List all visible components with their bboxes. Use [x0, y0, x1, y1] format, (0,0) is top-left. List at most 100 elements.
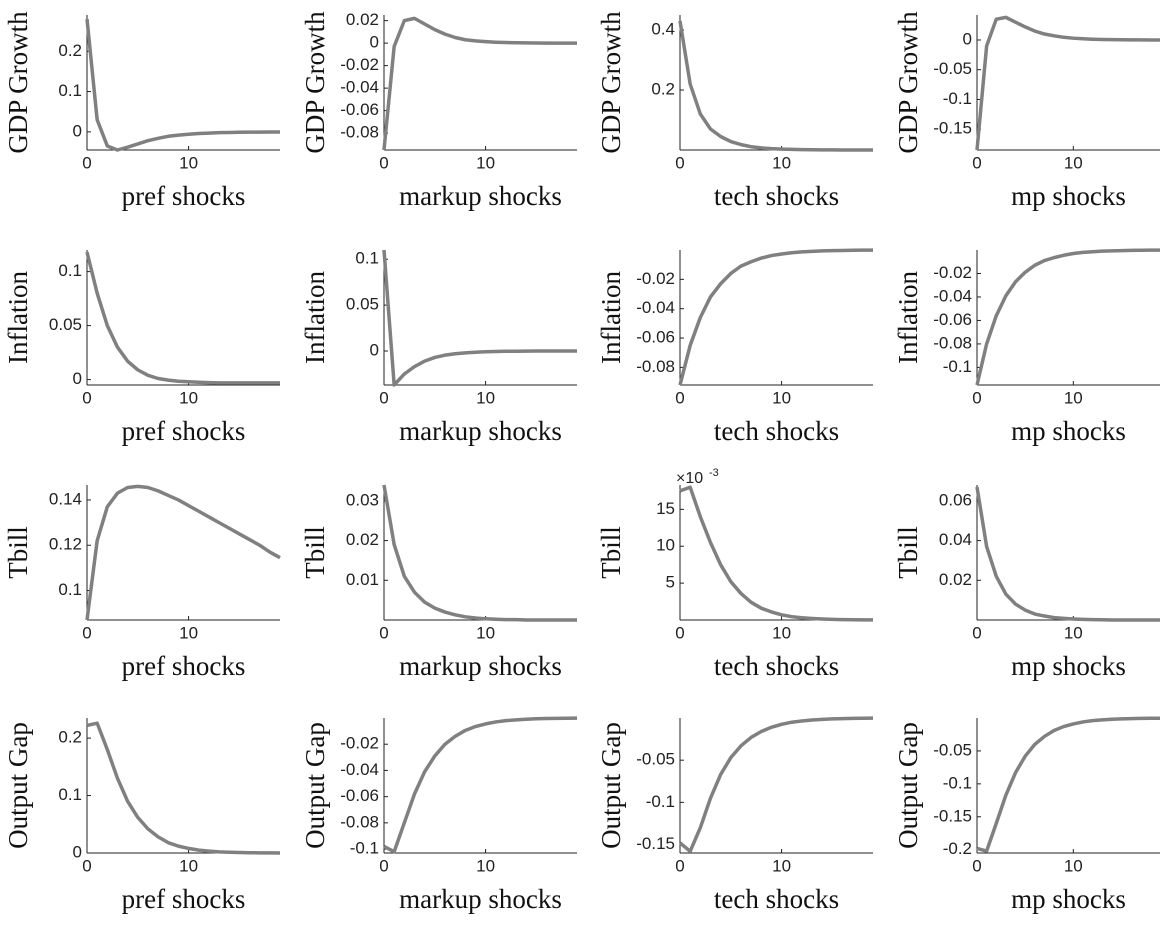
subplot: -0.1 -0.08 -0.06 -0.04 -0.02 0 10 markup shocks… — [300, 716, 578, 914]
x-tick-label: 10 — [1064, 153, 1083, 172]
y-tick-label: -0.04 — [340, 78, 379, 97]
y-tick-label: -0.04 — [636, 298, 675, 317]
subplot: 0.01 0.02 0.03 0 10 markup shocks Tbill — [300, 484, 577, 681]
y-axis-label: Output Gap — [300, 722, 330, 849]
y-tick-label: -0.05 — [636, 750, 675, 769]
y-axis-label: Tbill — [300, 526, 330, 579]
y-tick-label: 0.1 — [58, 81, 82, 100]
subplot: 0 0.05 0.1 0 10 pref shocks Inflation — [3, 250, 280, 446]
x-tick-label: 10 — [179, 856, 198, 875]
x-tick-label: 10 — [476, 388, 495, 407]
x-axis-label: mp shocks — [1011, 651, 1126, 681]
x-tick-label: 0 — [675, 388, 684, 407]
line-series — [382, 16, 577, 151]
x-axis-label: pref shocks — [122, 884, 246, 914]
line-series — [382, 249, 577, 387]
y-axis-label: Inflation — [596, 271, 626, 364]
x-tick-label: 10 — [179, 623, 198, 642]
y-tick-label: -0.06 — [340, 100, 379, 119]
x-tick-label: 10 — [772, 623, 791, 642]
x-tick-label: 10 — [772, 388, 791, 407]
x-tick-label: 0 — [972, 623, 981, 642]
y-axis-label: Tbill — [596, 526, 626, 579]
y-axis-label: Inflation — [893, 271, 923, 364]
x-tick-label: 10 — [179, 153, 198, 172]
line-series — [975, 15, 1160, 151]
y-tick-label: 0.12 — [49, 535, 82, 554]
line-series — [975, 248, 1160, 386]
y-axis-label: Output Gap — [596, 722, 626, 849]
y-tick-label: 5 — [666, 573, 675, 592]
y-tick-label: 0.2 — [58, 728, 82, 747]
x-axis-label: tech shocks — [714, 181, 839, 211]
subplot: 0 0.1 0.2 0 10 pref shocks GDP Growth — [3, 11, 281, 211]
subplot: 5 10 15 0 10 tech shocks Tbill ×10 -3 — [596, 467, 874, 681]
x-axis-label: markup shocks — [399, 416, 562, 446]
line-series — [976, 716, 1161, 853]
y-tick-label: -0.04 — [340, 760, 379, 779]
y-tick-label: -0.08 — [636, 357, 675, 376]
y-axis-label: Output Gap — [3, 722, 33, 849]
x-tick-label: 10 — [476, 856, 495, 875]
y-axis-label: Tbill — [893, 526, 923, 579]
y-axis-label: Inflation — [3, 271, 33, 364]
x-axis-label: tech shocks — [714, 884, 839, 914]
x-tick-label: 10 — [179, 388, 198, 407]
y-axis-label: Tbill — [3, 526, 33, 579]
y-tick-label: -0.15 — [933, 806, 972, 825]
x-tick-label: 0 — [972, 856, 981, 875]
y-tick-label: 15 — [656, 499, 675, 518]
y-tick-label: 10 — [656, 536, 675, 555]
y-tick-label: 0.03 — [346, 490, 379, 509]
x-tick-label: 0 — [379, 623, 388, 642]
x-axis-label: pref shocks — [122, 416, 246, 446]
y-tick-label: 0.02 — [346, 530, 379, 549]
y-axis-label: GDP Growth — [300, 11, 330, 154]
x-tick-label: 0 — [82, 856, 91, 875]
y-tick-label: 0.1 — [58, 261, 82, 280]
y-tick-label: -0.05 — [933, 59, 972, 78]
y-tick-label: -0.02 — [933, 263, 972, 282]
y-tick-label: -0.04 — [933, 286, 972, 305]
y-tick-label: -0.2 — [943, 839, 972, 858]
y-tick-label: -0.1 — [943, 89, 972, 108]
x-axis-label: tech shocks — [714, 416, 839, 446]
subplot: -0.1 -0.08 -0.06 -0.04 -0.02 0 10 mp shocks Infl… — [893, 248, 1160, 446]
x-tick-label: 10 — [476, 153, 495, 172]
subplot: 0.1 0.12 0.14 0 10 pref shocks Tbill — [3, 484, 281, 681]
y-tick-label: -0.08 — [933, 333, 972, 352]
y-tick-label: 0.4 — [651, 19, 675, 38]
line-series — [85, 484, 281, 621]
subplot: 0.2 0.4 0 10 tech shocks GDP Growth — [596, 11, 874, 211]
line-series — [678, 20, 874, 152]
y-axis-label: GDP Growth — [893, 11, 923, 154]
x-tick-label: 10 — [1064, 856, 1083, 875]
line-series — [383, 716, 578, 854]
y-tick-label: 0.14 — [49, 489, 82, 508]
y-tick-label: -0.02 — [340, 55, 379, 74]
y-tick-label: -0.1 — [943, 357, 972, 376]
x-tick-label: 0 — [972, 388, 981, 407]
x-axis-label: pref shocks — [122, 651, 246, 681]
y-tick-label: 0.1 — [58, 785, 82, 804]
x-axis-label: markup shocks — [399, 181, 562, 211]
subplot: -0.2 -0.15 -0.1 -0.05 0 10 mp shocks Output Gap — [893, 716, 1161, 914]
y-tick-label: -0.08 — [340, 812, 379, 831]
y-tick-label: -0.06 — [340, 786, 379, 805]
y-axis-label: GDP Growth — [3, 11, 33, 154]
line-series — [678, 248, 873, 386]
y-tick-label: -0.02 — [636, 269, 675, 288]
subplot: -0.15 -0.1 -0.05 0 0 10 mp shocks GDP Growth — [893, 11, 1160, 211]
x-tick-label: 10 — [772, 856, 791, 875]
x-axis-label: mp shocks — [1011, 416, 1126, 446]
x-tick-label: 0 — [82, 153, 91, 172]
y-tick-label: 0.2 — [58, 41, 82, 60]
x-tick-label: 10 — [772, 153, 791, 172]
subplot: -0.15 -0.1 -0.05 0 10 tech shocks Output Gap — [596, 716, 874, 914]
x-tick-label: 0 — [675, 623, 684, 642]
y-tick-label: 0.05 — [346, 295, 379, 314]
y-tick-label: -0.08 — [340, 123, 379, 142]
x-axis-label: tech shocks — [714, 651, 839, 681]
y-tick-label: 0.02 — [346, 10, 379, 29]
